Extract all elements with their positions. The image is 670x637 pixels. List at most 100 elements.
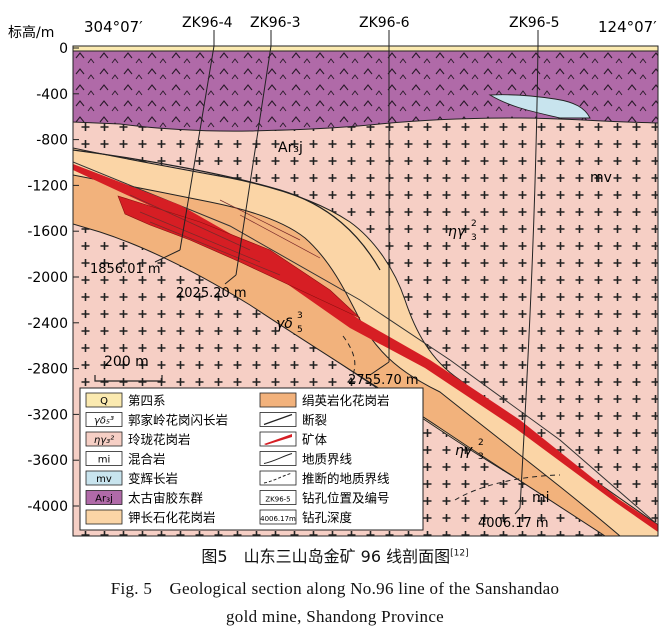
sub: 3 (471, 233, 477, 243)
azimuth-left: 304°07′ (84, 18, 143, 36)
legend-swatch (85, 470, 123, 486)
sup: 3 (297, 311, 303, 321)
caption-chinese: 图5 山东三山岛金矿 96 线剖面图[12] (0, 543, 670, 567)
legend-symbol: Q (100, 396, 108, 407)
legend-swatch (85, 490, 123, 505)
borehole-zk96-4: ZK96-4 1856.01 m (90, 15, 233, 277)
legend-label: 混合岩 (128, 452, 166, 467)
legend-ore-mark (264, 434, 292, 445)
legend-label: 绢英岩化花岗岩 (302, 393, 390, 408)
legend-symbol: ZK96-5 (265, 496, 290, 504)
quaternary-layer (73, 46, 658, 51)
borehole-zk96-5: ZK96-5 4006.17 m (478, 15, 560, 531)
legend-fault-line (263, 413, 293, 426)
legend-swatch (85, 412, 123, 427)
legend-symbol: mi (98, 455, 111, 466)
depth-tick-label: -400 (36, 87, 68, 103)
legend-swatch (259, 392, 297, 408)
borehole-depth: 2755.70 m (348, 373, 419, 388)
boreholes: ZK96-4 1856.01 m ZK96-3 2025.20 m ZK96-6… (90, 15, 560, 531)
caption-english-line1: Fig. 5 Geological section along No.96 li… (110, 579, 560, 598)
legend-label: 地质界线 (302, 452, 353, 467)
legend-label: 玲珑花岗岩 (128, 432, 191, 447)
legend: Q 第四系 γδ₅³ 郭家岭花岗闪长岩 ηγ₃² 玲珑花岗岩 mi 混合岩 mv 变辉长岩 Ar₃j… (79, 387, 424, 531)
borehole-depth: 4006.17 m (478, 516, 549, 531)
legend-item: 矿体 (259, 431, 328, 447)
azimuth-right: 124°07′ (598, 18, 657, 36)
depth-tick-label: -4000 (27, 499, 68, 515)
depth-axis: 0 -400 -800 -1200 -1600 -2000 -2400 -2800 -3200 -… (27, 41, 79, 515)
legend-symbol: γδ₅³ (94, 416, 114, 427)
sericite-granite-zone (73, 174, 621, 536)
label-mv: mv (590, 170, 612, 186)
label-mi: mi (532, 490, 550, 506)
legend-label: 钻孔深度 (302, 510, 353, 525)
depth-tick-label: -800 (36, 133, 68, 149)
depth-tick-label: -3600 (27, 453, 68, 469)
legend-item: Ar₃j 太古宙胶东群 (85, 490, 204, 506)
scale-bar-label: 200 m (104, 354, 149, 370)
depth-tick-label: -3200 (27, 407, 68, 423)
caption-cn-ref: [12] (450, 548, 469, 559)
depth-tick-label: -1600 (27, 224, 68, 240)
sub: 3 (478, 452, 484, 462)
legend-swatch (85, 431, 123, 447)
legend-item: 断裂 (259, 412, 327, 428)
legend-item: 推断的地质界线 (259, 470, 390, 486)
borehole-label: ZK96-3 (250, 15, 301, 31)
label-eta-lower: ηγ (455, 443, 473, 459)
legend-item: 地质界线 (259, 451, 353, 467)
sup: 2 (471, 219, 477, 229)
label-gamma-delta: γδ (276, 316, 293, 332)
depth-tick-label: 0 (59, 41, 68, 57)
borehole-label: ZK96-5 (509, 15, 560, 31)
legend-symbol: Ar₃j (95, 494, 113, 505)
legend-label: 断裂 (302, 413, 327, 428)
legend-swatch (85, 451, 123, 466)
sup: 2 (478, 438, 484, 448)
legend-item: 4006.17m 钻孔深度 (259, 509, 353, 525)
legend-item: ZK96-5 钻孔位置及编号 (259, 490, 390, 506)
borehole-zk96-6: ZK96-6 2755.70 m (348, 15, 419, 388)
legend-item: Q 第四系 (85, 392, 166, 408)
borehole-depth: 2025.20 m (176, 286, 247, 301)
legend-label: 变辉长岩 (128, 471, 178, 486)
borehole-label: ZK96-6 (359, 15, 410, 31)
legend-label: 推断的地质界线 (302, 471, 390, 486)
depth-tick-label: -2800 (27, 362, 68, 378)
legend-label: 郭家岭花岗闪长岩 (128, 413, 228, 428)
legend-item: mv 变辉长岩 (85, 470, 178, 486)
borehole-zk96-3: ZK96-3 2025.20 m (176, 15, 301, 301)
depth-tick-label: -2000 (27, 270, 68, 286)
sub: 5 (297, 325, 303, 335)
legend-boundary-line (263, 453, 293, 464)
unit-labels: Ar₃j mv ηγ 2 3 γδ 3 5 ηγ 2 3 mi (276, 140, 612, 506)
legend-item: mi 混合岩 (85, 451, 166, 467)
legend-symbol: mv (96, 474, 112, 485)
legend-label: 矿体 (302, 432, 328, 447)
y-axis-label: 标高/m (8, 24, 54, 41)
borehole-label: ZK96-4 (182, 15, 233, 31)
legend-symbol: 4006.17m (260, 515, 296, 523)
borehole-depth: 1856.01 m (90, 262, 161, 277)
meta-gabbro-lens (488, 94, 591, 119)
caption-cn-text: 图5 山东三山岛金矿 96 线剖面图 (201, 547, 451, 566)
legend-label: 太古宙胶东群 (128, 491, 204, 506)
legend-item: 绢英岩化花岗岩 (259, 392, 390, 408)
scale-bar: 200 m (94, 354, 163, 382)
legend-swatch (259, 490, 297, 505)
legend-label: 钾长石化花岗岩 (128, 510, 216, 525)
legend-item: ηγ₃² 玲珑花岗岩 (85, 431, 191, 447)
jiaodong-group-layer (73, 50, 658, 132)
label-eta-upper: ηγ (448, 224, 466, 240)
label-ar3j: Ar₃j (278, 140, 303, 156)
legend-symbol: ηγ₃² (94, 435, 114, 446)
plot-frame (72, 45, 659, 537)
legend-swatch (259, 509, 297, 525)
legend-inferred-line (263, 472, 293, 484)
legend-item: γδ₅³ 郭家岭花岗闪长岩 (85, 412, 228, 428)
depth-tick-label: -1200 (27, 178, 68, 194)
legend-label: 钻孔位置及编号 (302, 491, 390, 506)
depth-tick-label: -2400 (27, 316, 68, 332)
caption-english-line2: gold mine, Shandong Province (225, 607, 445, 626)
